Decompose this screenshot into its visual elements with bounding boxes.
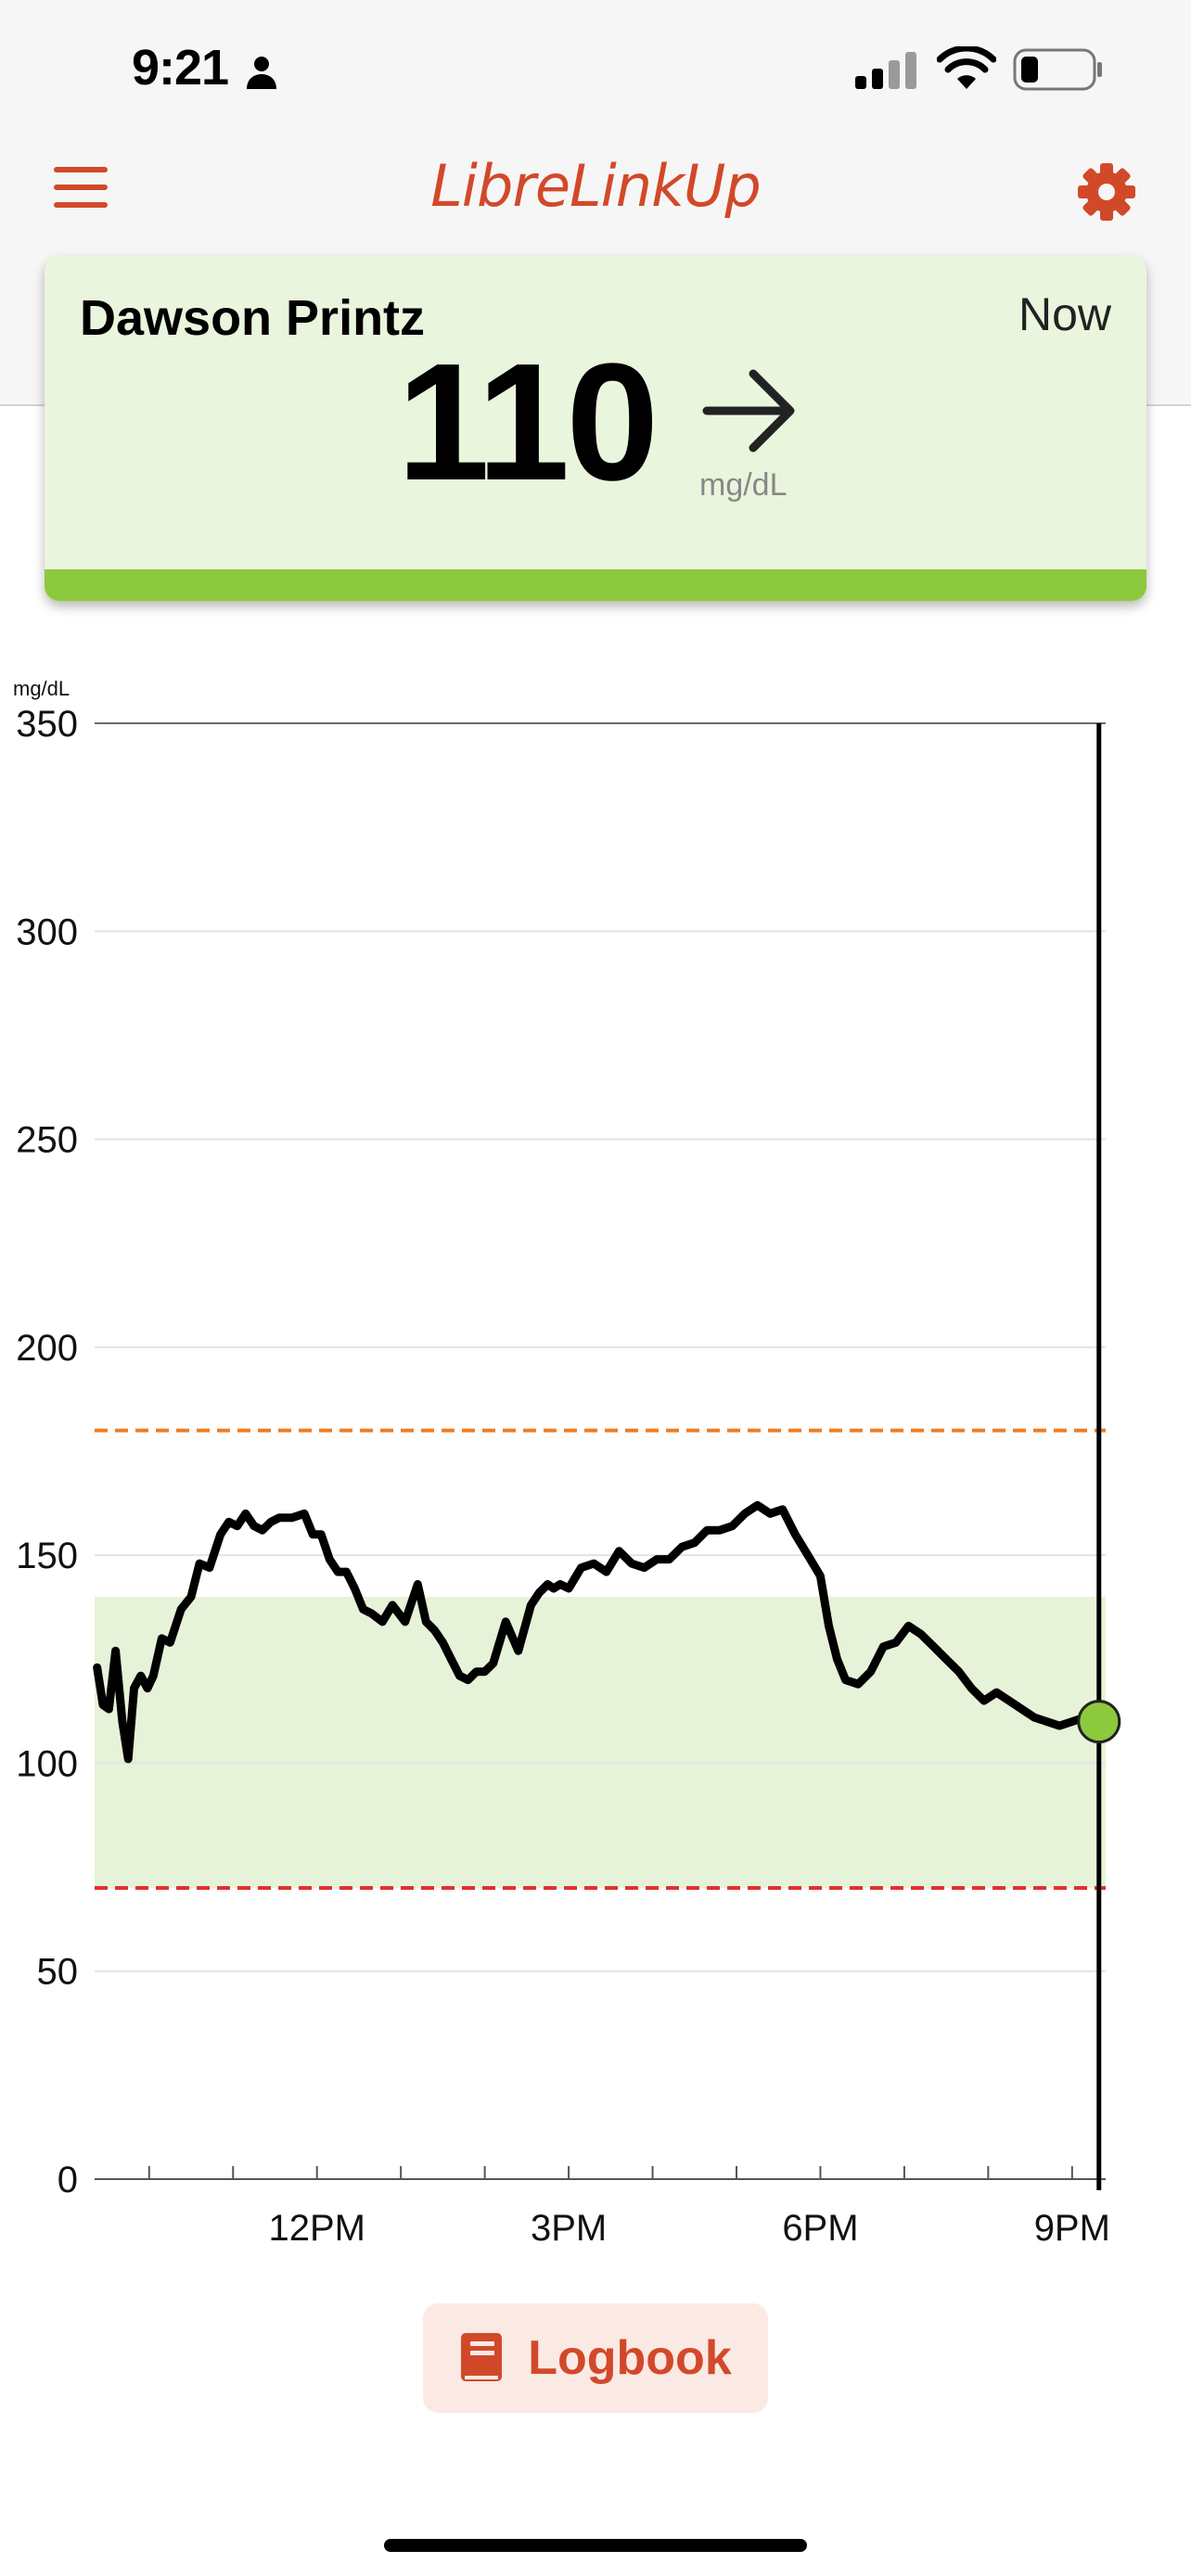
y-tick-label: 100 <box>16 1743 78 1784</box>
current-reading-marker <box>1077 1700 1121 1744</box>
patient-name: Dawson Printz <box>80 290 426 346</box>
menu-icon <box>54 167 108 172</box>
navigation-bar: LibreLinkUp <box>0 139 1191 241</box>
logbook-button[interactable]: Logbook <box>423 2303 768 2413</box>
x-tick-label: 3PM <box>531 2208 607 2244</box>
glucose-reading-card[interactable]: Dawson Printz Now 110 mg/dL <box>45 256 1146 601</box>
trend-arrow-right-icon <box>702 369 795 453</box>
app-title: LibreLinkUp <box>430 152 761 220</box>
logbook-icon <box>461 2333 503 2381</box>
glucose-value: 110 <box>397 329 659 516</box>
glucose-history-chart: 0 50 100 150 200 250 300 350 mg/dL 12PM 3PM 6PM 9PM <box>13 677 1121 2244</box>
y-tick-label: 350 <box>16 704 78 745</box>
status-time: 9:21 <box>132 40 229 96</box>
x-tick-label: 12PM <box>268 2208 365 2244</box>
status-color-bar <box>45 569 1146 601</box>
target-range-band <box>95 1597 1106 1888</box>
reading-time: Now <box>1018 288 1111 340</box>
y-tick-label: 150 <box>16 1536 78 1576</box>
status-bar: 9:21 <box>0 0 1191 139</box>
y-tick-label: 200 <box>16 1328 78 1369</box>
y-tick-label: 0 <box>58 2160 78 2200</box>
x-tick-label: 9PM <box>1034 2208 1110 2244</box>
glucose-unit: mg/dL <box>699 467 788 503</box>
y-tick-label: 300 <box>16 912 78 952</box>
y-axis-label: mg/dL <box>13 677 70 700</box>
y-tick-label: 50 <box>37 1952 79 1993</box>
logbook-label: Logbook <box>528 2331 732 2385</box>
y-tick-label: 250 <box>16 1120 78 1161</box>
cellular-signal-icon <box>855 52 916 89</box>
battery-icon <box>1013 48 1102 91</box>
settings-gear-icon[interactable] <box>1076 161 1137 223</box>
wifi-icon <box>937 46 996 89</box>
menu-button[interactable] <box>54 167 113 213</box>
person-icon <box>247 57 276 89</box>
glucose-line <box>93 1500 1104 1764</box>
x-tick-label: 6PM <box>782 2208 858 2244</box>
home-indicator[interactable] <box>384 2539 807 2552</box>
